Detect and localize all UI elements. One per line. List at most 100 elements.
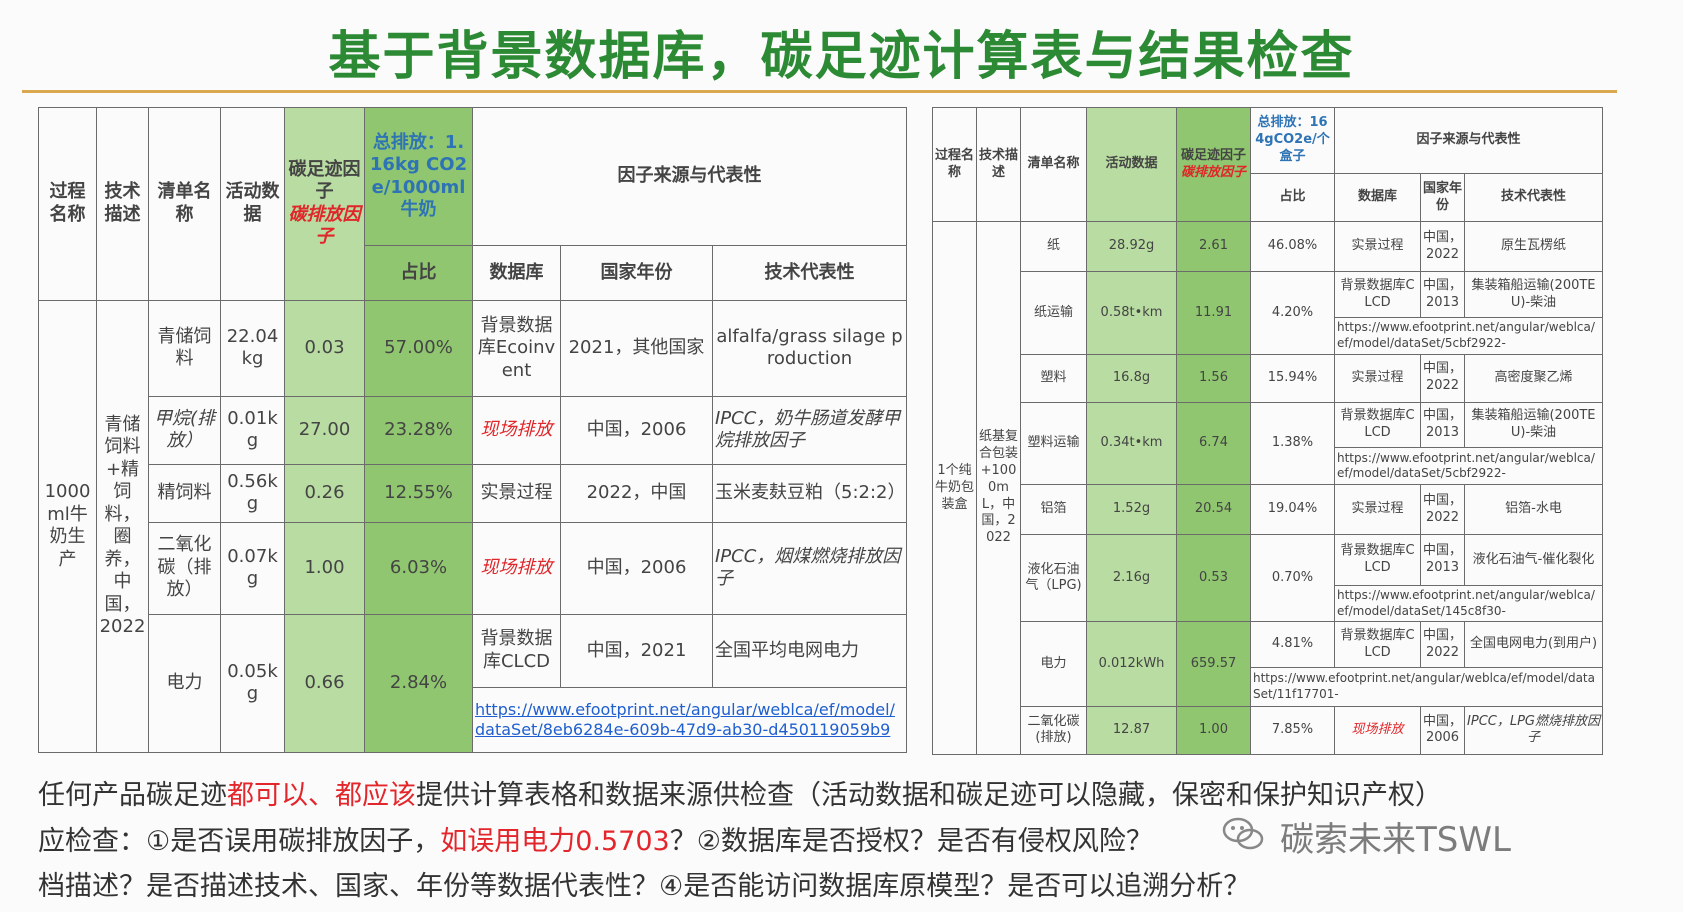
header-share: 占比 bbox=[364, 245, 473, 301]
activity-value: 16.8g bbox=[1086, 353, 1177, 403]
list-name: 精饲料 bbox=[148, 464, 221, 523]
header-tech-rep: 技术代表性 bbox=[711, 245, 908, 301]
table-row: 电力 0.012kWh 659.57 4.81% 背景数据库CLCD 中国，20… bbox=[933, 621, 1604, 707]
list-name: 纸 bbox=[1020, 221, 1087, 273]
db-value: 背景数据库CLCD bbox=[1334, 621, 1421, 669]
table-row: 电力 0.05kg 0.66 2.84% 背景数据库CLCD 中国，2021 全… bbox=[39, 613, 908, 754]
activity-value: 0.01kg bbox=[220, 395, 285, 466]
wechat-icon bbox=[1222, 817, 1264, 850]
share-value: 2.84% bbox=[364, 613, 473, 754]
rep-value: 原生瓦楞纸 bbox=[1463, 221, 1604, 273]
country-year-value: 中国，2006 bbox=[560, 395, 713, 466]
db-value: 背景数据库CLCD bbox=[1334, 271, 1421, 319]
table-row: 甲烷(排放） 0.01kg 27.00 23.28% 现场排放 中国，2006 … bbox=[39, 395, 908, 466]
header-source: 因子来源与代表性 bbox=[471, 106, 908, 247]
activity-value: 2.16g bbox=[1086, 534, 1177, 623]
list-name: 液化石油气（LPG) bbox=[1020, 534, 1087, 623]
watermark-text: 碳索未来TSWL bbox=[1280, 820, 1511, 860]
activity-value: 0.34t•km bbox=[1086, 401, 1177, 486]
header-total: 总排放：164gCO2e/个盒子 bbox=[1250, 106, 1335, 175]
factor-value: 0.53 bbox=[1176, 534, 1251, 623]
note-2b: 如误用电力0.5703 bbox=[440, 826, 670, 857]
header-factor: 碳足迹因子 碳排放因子 bbox=[284, 107, 365, 301]
table-row: 塑料运输 0.34t•km 6.74 1.38% 背景数据库CLCD 中国，20… bbox=[933, 401, 1604, 486]
note-line-3: 档描述？是否描述技术、国家、年份等数据代表性？④是否能访问数据库原模型？是否可以… bbox=[38, 871, 1251, 902]
note-1b: 都可以、都应该 bbox=[227, 780, 416, 811]
factor-value: 2.61 bbox=[1176, 221, 1251, 273]
title-divider bbox=[22, 90, 1617, 93]
note-2c: ？②数据库是否授权？是否有侵权风险？ bbox=[669, 826, 1153, 857]
packaging-carbon-table: 过程名称 技术描述 清单名称 活动数据 碳足迹因子 碳排放因子 总排放：164g… bbox=[932, 106, 1604, 756]
share-value: 23.28% bbox=[364, 395, 473, 466]
factor-value: 0.66 bbox=[284, 613, 365, 754]
rep-value: 铝箔-水电 bbox=[1463, 484, 1604, 536]
cy-value: 中国，2013 bbox=[1420, 271, 1465, 319]
tech-cell: 纸基复合包装+1000mL，中国，2022 bbox=[976, 221, 1021, 755]
factor-value: 659.57 bbox=[1176, 621, 1251, 707]
country-year-value: 2021，其他国家 bbox=[560, 299, 713, 397]
note-2a: 应检查：①是否误用碳排放因子， bbox=[38, 826, 441, 857]
header-db: 数据库 bbox=[1334, 173, 1421, 223]
share-value: 4.20% bbox=[1250, 271, 1335, 355]
share-value: 7.85% bbox=[1250, 705, 1335, 756]
country-year-value: 中国，2021 bbox=[560, 613, 713, 689]
db-value: 现场排放 bbox=[472, 395, 561, 466]
process-cell: 1个纯牛奶包装盒 bbox=[932, 221, 977, 755]
header-activity: 活动数据 bbox=[1086, 106, 1177, 223]
cy-value: 中国，2013 bbox=[1420, 534, 1465, 586]
header-tech: 技术描述 bbox=[96, 107, 149, 301]
table-row: 二氧化碳(排放) 12.87 1.00 7.85% 现场排放 中国，2006 I… bbox=[933, 705, 1604, 756]
rep-value: 集装箱船运输(200TEU)-柴油 bbox=[1463, 271, 1604, 319]
tech-cell: 青储饲料+精饲料，圈养，中国，2022 bbox=[96, 299, 149, 754]
cy-value: 中国，2022 bbox=[1420, 484, 1465, 536]
table-row: 精饲料 0.56kg 0.26 12.55% 实景过程 2022，中国 玉米麦麸… bbox=[39, 464, 908, 523]
dataset-link[interactable]: https://www.efootprint.net/angular/weblc… bbox=[1249, 667, 1604, 707]
tech-rep-value: alfalfa/grass silage production bbox=[711, 299, 908, 397]
header-factor-main: 碳足迹因子 bbox=[1180, 147, 1246, 163]
tech-rep-value: IPCC，奶牛肠道发酵甲烷排放因子 bbox=[711, 395, 908, 466]
rep-value: IPCC，LPG燃烧排放因子 bbox=[1463, 705, 1604, 756]
factor-value: 1.00 bbox=[284, 521, 365, 615]
header-cy: 国家年份 bbox=[1420, 173, 1465, 223]
table-row: 液化石油气（LPG) 2.16g 0.53 0.70% 背景数据库CLCD 中国… bbox=[933, 534, 1604, 623]
list-name: 甲烷(排放） bbox=[148, 395, 221, 466]
factor-value: 11.91 bbox=[1176, 271, 1251, 355]
share-value: 4.81% bbox=[1250, 621, 1335, 669]
share-value: 15.94% bbox=[1250, 353, 1335, 403]
table-row: 1000 ml牛奶生产 青储饲料+精饲料，圈养，中国，2022 青储饲料 22.… bbox=[38, 299, 908, 754]
table-row: 纸运输 0.58t•km 11.91 4.20% 背景数据库CLCD 中国，20… bbox=[933, 271, 1604, 355]
factor-value: 0.26 bbox=[284, 464, 365, 523]
header-activity: 活动数据 bbox=[220, 107, 285, 301]
share-value: 12.55% bbox=[364, 464, 473, 523]
share-value: 19.04% bbox=[1250, 484, 1335, 536]
page-title: 基于背景数据库，碳足迹计算表与结果检查 bbox=[328, 27, 1355, 87]
db-value: 背景数据库CLCD bbox=[472, 613, 561, 689]
note-1a: 任何产品碳足迹 bbox=[38, 780, 227, 811]
note-line-2: 应检查：①是否误用碳排放因子，如误用电力0.5703？②数据库是否授权？是否有侵… bbox=[38, 819, 1153, 858]
table-row: 铝箔 1.52g 20.54 19.04% 实景过程 中国，2022 铝箔-水电 bbox=[933, 484, 1604, 536]
factor-value: 1.56 bbox=[1176, 353, 1251, 403]
header-country-year: 国家年份 bbox=[560, 245, 713, 301]
list-name: 电力 bbox=[148, 613, 221, 754]
dataset-link[interactable]: https://www.efootprint.net/angular/weblc… bbox=[1333, 317, 1604, 355]
activity-value: 0.07kg bbox=[220, 521, 285, 615]
db-value: 背景数据库CLCD bbox=[1334, 534, 1421, 586]
tech-rep-value: IPCC，烟煤燃烧排放因子 bbox=[711, 521, 908, 615]
tech-rep-value: 全国平均电网电力 bbox=[711, 613, 908, 689]
header-total: 总排放：1.16kg CO2 e/1000ml牛奶 bbox=[364, 106, 473, 247]
list-name: 青储饲料 bbox=[148, 299, 221, 397]
note-1c: 提供计算表格和数据来源供检查（活动数据和碳足迹可以隐藏，保密和保护知识产权） bbox=[416, 780, 1442, 811]
country-year-value: 中国，2006 bbox=[560, 521, 713, 615]
rep-value: 液化石油气-催化裂化 bbox=[1463, 534, 1604, 586]
db-value: 实景过程 bbox=[1334, 353, 1421, 403]
dataset-link[interactable]: https://www.efootprint.net/angular/weblc… bbox=[1333, 584, 1604, 623]
header-process: 过程名称 bbox=[932, 106, 977, 223]
country-year-value: 2022，中国 bbox=[560, 464, 713, 523]
activity-value: 0.05kg bbox=[220, 613, 285, 754]
dataset-link[interactable]: https://www.efootprint.net/angular/weblc… bbox=[471, 687, 908, 753]
dataset-link[interactable]: https://www.efootprint.net/angular/weblc… bbox=[1333, 447, 1604, 486]
process-cell: 1000 ml牛奶生产 bbox=[38, 299, 97, 754]
activity-value: 12.87 bbox=[1086, 705, 1177, 756]
db-value: 现场排放 bbox=[1334, 705, 1421, 756]
note-line-1: 任何产品碳足迹都可以、都应该提供计算表格和数据来源供检查（活动数据和碳足迹可以隐… bbox=[38, 773, 1442, 812]
